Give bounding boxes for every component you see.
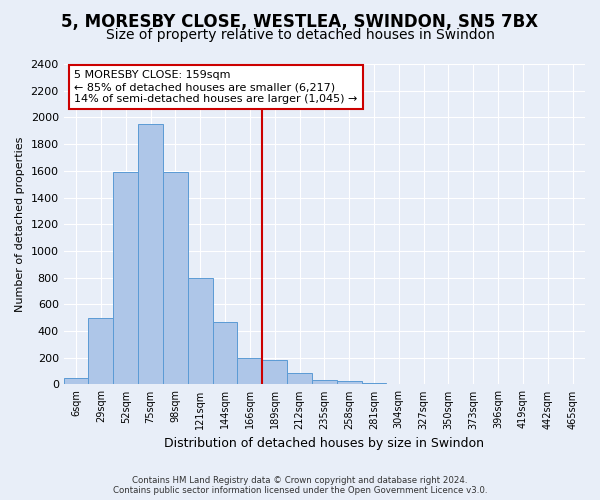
Bar — [88, 318, 113, 384]
Bar — [138, 124, 163, 384]
Bar — [287, 373, 312, 384]
Bar — [238, 358, 262, 384]
Bar — [163, 172, 188, 384]
Bar — [188, 278, 212, 384]
Bar — [312, 380, 337, 384]
Text: 5, MORESBY CLOSE, WESTLEA, SWINDON, SN5 7BX: 5, MORESBY CLOSE, WESTLEA, SWINDON, SN5 … — [61, 12, 539, 30]
Y-axis label: Number of detached properties: Number of detached properties — [15, 136, 25, 312]
Bar — [362, 383, 386, 384]
Text: Size of property relative to detached houses in Swindon: Size of property relative to detached ho… — [106, 28, 494, 42]
Bar — [64, 378, 88, 384]
Bar — [337, 382, 362, 384]
Bar — [212, 322, 238, 384]
X-axis label: Distribution of detached houses by size in Swindon: Distribution of detached houses by size … — [164, 437, 484, 450]
Bar — [262, 360, 287, 384]
Bar — [113, 172, 138, 384]
Text: 5 MORESBY CLOSE: 159sqm
← 85% of detached houses are smaller (6,217)
14% of semi: 5 MORESBY CLOSE: 159sqm ← 85% of detache… — [74, 70, 358, 104]
Text: Contains HM Land Registry data © Crown copyright and database right 2024.
Contai: Contains HM Land Registry data © Crown c… — [113, 476, 487, 495]
